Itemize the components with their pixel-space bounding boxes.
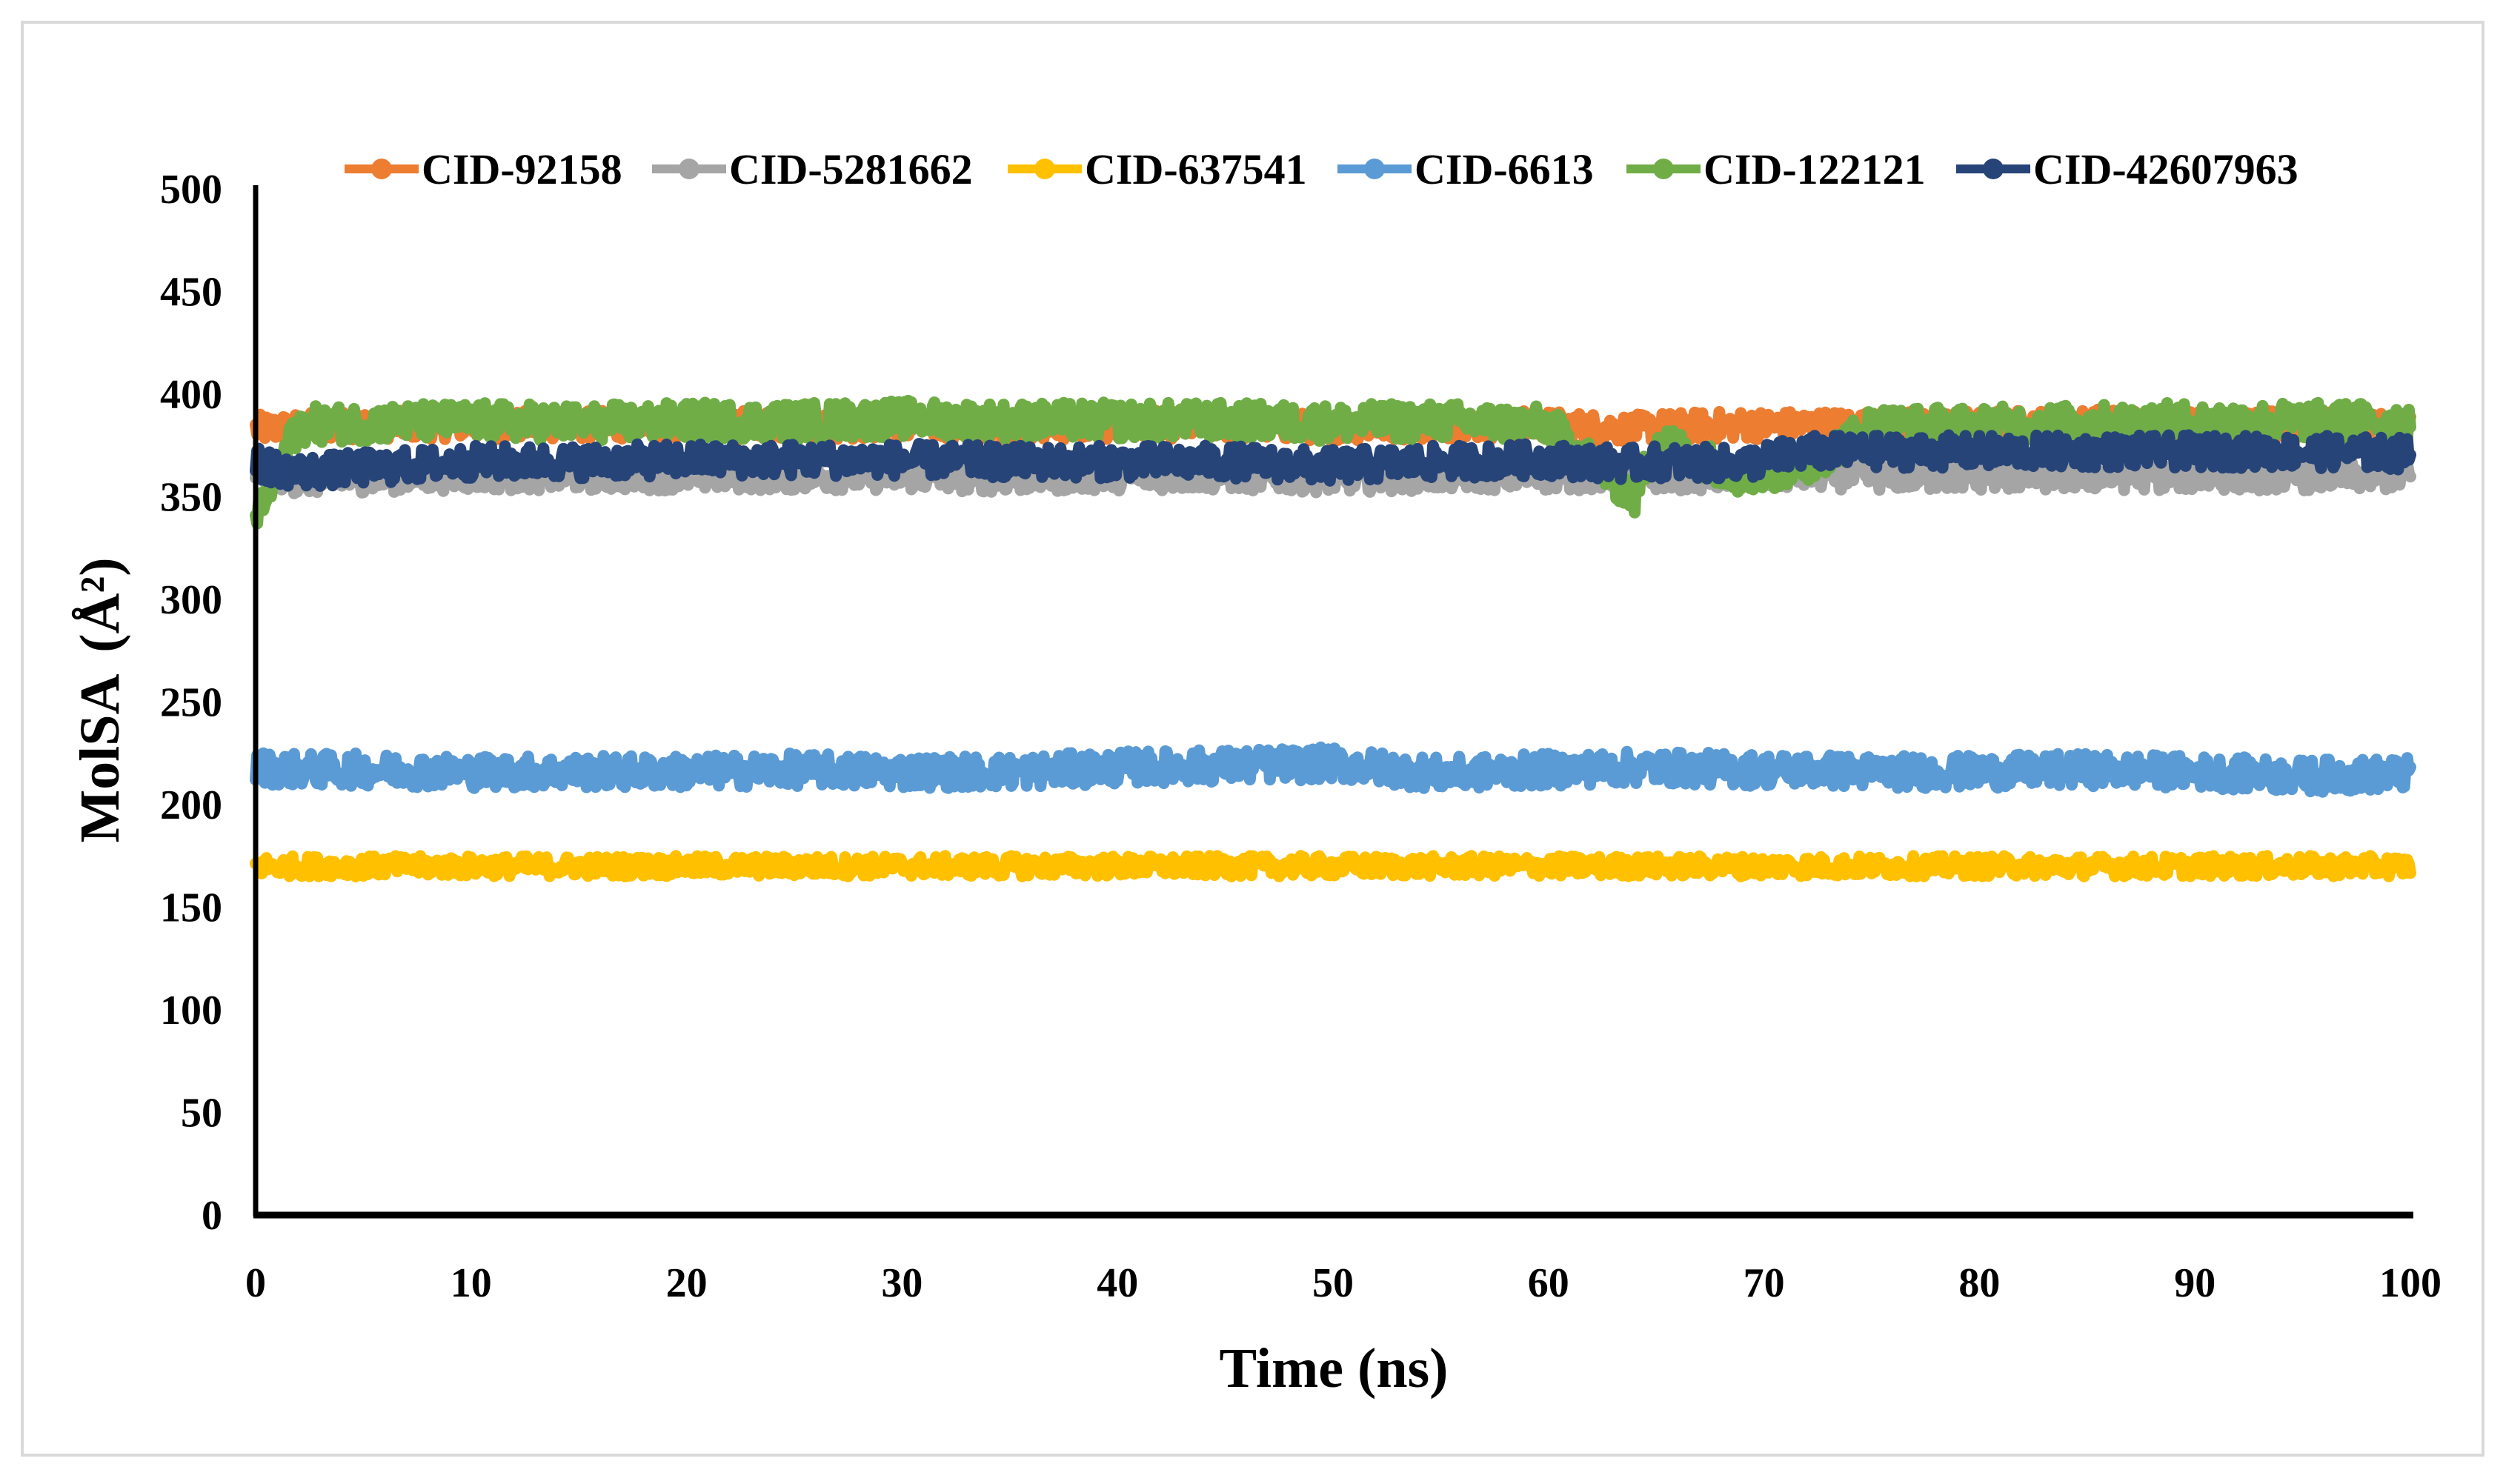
legend-item-cid-6613[interactable]: CID-6613 [1337, 145, 1594, 193]
y-tick-label: 300 [160, 577, 222, 623]
x-tick-label: 100 [2379, 1260, 2441, 1306]
y-tick-label: 250 [160, 680, 222, 726]
y-axis-title-text: MolSA [69, 673, 131, 842]
legend-marker-icon [1653, 159, 1674, 179]
legend-item-cid-92158[interactable]: CID-92158 [345, 145, 622, 193]
y-axis-unit: (Å²) [69, 557, 131, 652]
legend-marker-icon [1364, 159, 1385, 179]
x-tick-label: 70 [1744, 1260, 1785, 1306]
figure-frame [21, 21, 2484, 1457]
legend-marker-icon [371, 159, 392, 179]
svg-text:MolSA (Å²): MolSA (Å²) [69, 557, 131, 842]
legend-label: CID-6613 [1415, 145, 1594, 193]
legend-label: CID-42607963 [2033, 145, 2298, 193]
series-line-cid-122121 [250, 394, 2416, 530]
y-tick-label: 400 [160, 372, 222, 418]
x-tick-label: 20 [666, 1260, 708, 1306]
series-line-cid-637541 [250, 850, 2416, 882]
legend-label: CID-92158 [422, 145, 622, 193]
x-tick-label: 90 [2174, 1260, 2216, 1306]
legend-label: CID-122121 [1703, 145, 1926, 193]
x-tick-labels: 0 10 20 30 40 50 60 70 80 90 100 [245, 1260, 2441, 1306]
y-tick-label: 0 [202, 1193, 222, 1239]
series-layer [250, 394, 2416, 882]
x-tick-label: 10 [451, 1260, 492, 1306]
x-tick-label: 40 [1097, 1260, 1138, 1306]
legend-item-cid-5281662[interactable]: CID-5281662 [652, 145, 973, 193]
legend-label: CID-5281662 [729, 145, 973, 193]
y-tick-label: 450 [160, 270, 222, 316]
y-tick-label: 150 [160, 885, 222, 931]
x-tick-label: 50 [1312, 1260, 1354, 1306]
legend-item-cid-42607963[interactable]: CID-42607963 [1956, 145, 2298, 193]
y-tick-label: 50 [181, 1091, 222, 1137]
chart-legend: CID-92158 CID-5281662 CID-637541 CID-6613 CI… [345, 145, 2298, 193]
y-tick-label: 200 [160, 782, 222, 828]
y-tick-label: 500 [160, 167, 222, 213]
x-tick-label: 0 [245, 1260, 266, 1306]
x-tick-label: 30 [881, 1260, 923, 1306]
y-tick-labels: 0 50 100 150 200 250 300 350 400 450 500 [160, 167, 222, 1239]
axes [253, 185, 2413, 1219]
y-tick-label: 350 [160, 475, 222, 521]
x-axis-title: Time (ns) [1220, 1337, 1449, 1400]
y-tick-label: 100 [160, 988, 222, 1034]
legend-marker-icon [1034, 159, 1055, 179]
x-tick-label: 80 [1958, 1260, 2000, 1306]
x-tick-label: 60 [1528, 1260, 1569, 1306]
legend-marker-icon [1983, 159, 2004, 179]
legend-label: CID-637541 [1085, 145, 1307, 193]
series-line-cid-6613 [250, 741, 2416, 798]
legend-item-cid-122121[interactable]: CID-122121 [1626, 145, 1926, 193]
y-axis-title: MolSA (Å²) [69, 557, 131, 842]
legend-item-cid-637541[interactable]: CID-637541 [1008, 145, 1307, 193]
series-line-cid-42607963 [250, 429, 2416, 492]
legend-marker-icon [679, 159, 699, 179]
